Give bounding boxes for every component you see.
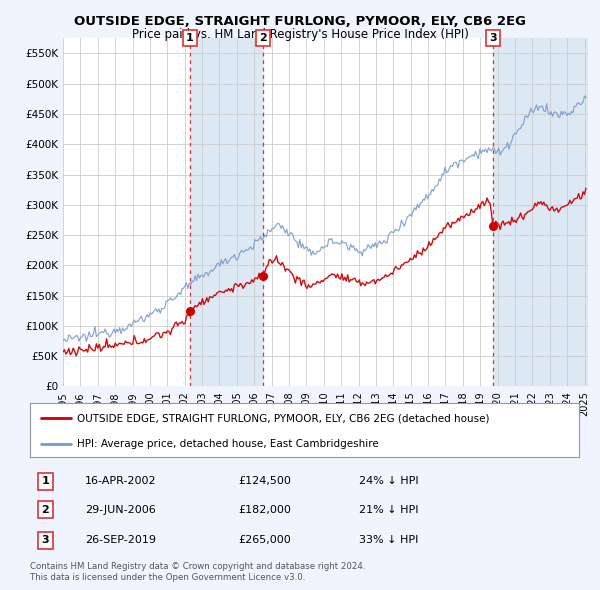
Text: 1: 1 — [186, 34, 194, 43]
Text: 21% ↓ HPI: 21% ↓ HPI — [359, 505, 419, 514]
Text: HPI: Average price, detached house, East Cambridgeshire: HPI: Average price, detached house, East… — [77, 439, 379, 448]
Text: £124,500: £124,500 — [239, 476, 292, 486]
Text: OUTSIDE EDGE, STRAIGHT FURLONG, PYMOOR, ELY, CB6 2EG: OUTSIDE EDGE, STRAIGHT FURLONG, PYMOOR, … — [74, 15, 526, 28]
Text: 29-JUN-2006: 29-JUN-2006 — [85, 505, 155, 514]
Text: £265,000: £265,000 — [239, 535, 292, 545]
Text: This data is licensed under the Open Government Licence v3.0.: This data is licensed under the Open Gov… — [30, 573, 305, 582]
Bar — [493, 38, 588, 386]
Bar — [190, 38, 263, 386]
Text: Price paid vs. HM Land Registry's House Price Index (HPI): Price paid vs. HM Land Registry's House … — [131, 28, 469, 41]
Text: 33% ↓ HPI: 33% ↓ HPI — [359, 535, 419, 545]
Text: 24% ↓ HPI: 24% ↓ HPI — [359, 476, 419, 486]
Text: £182,000: £182,000 — [239, 505, 292, 514]
Text: 26-SEP-2019: 26-SEP-2019 — [85, 535, 156, 545]
Text: 3: 3 — [41, 535, 49, 545]
Text: Contains HM Land Registry data © Crown copyright and database right 2024.: Contains HM Land Registry data © Crown c… — [30, 562, 365, 571]
Text: 2: 2 — [259, 34, 266, 43]
Text: 1: 1 — [41, 476, 49, 486]
Text: 3: 3 — [489, 34, 497, 43]
Text: OUTSIDE EDGE, STRAIGHT FURLONG, PYMOOR, ELY, CB6 2EG (detached house): OUTSIDE EDGE, STRAIGHT FURLONG, PYMOOR, … — [77, 413, 489, 423]
Text: 2: 2 — [41, 505, 49, 514]
Text: 16-APR-2002: 16-APR-2002 — [85, 476, 157, 486]
